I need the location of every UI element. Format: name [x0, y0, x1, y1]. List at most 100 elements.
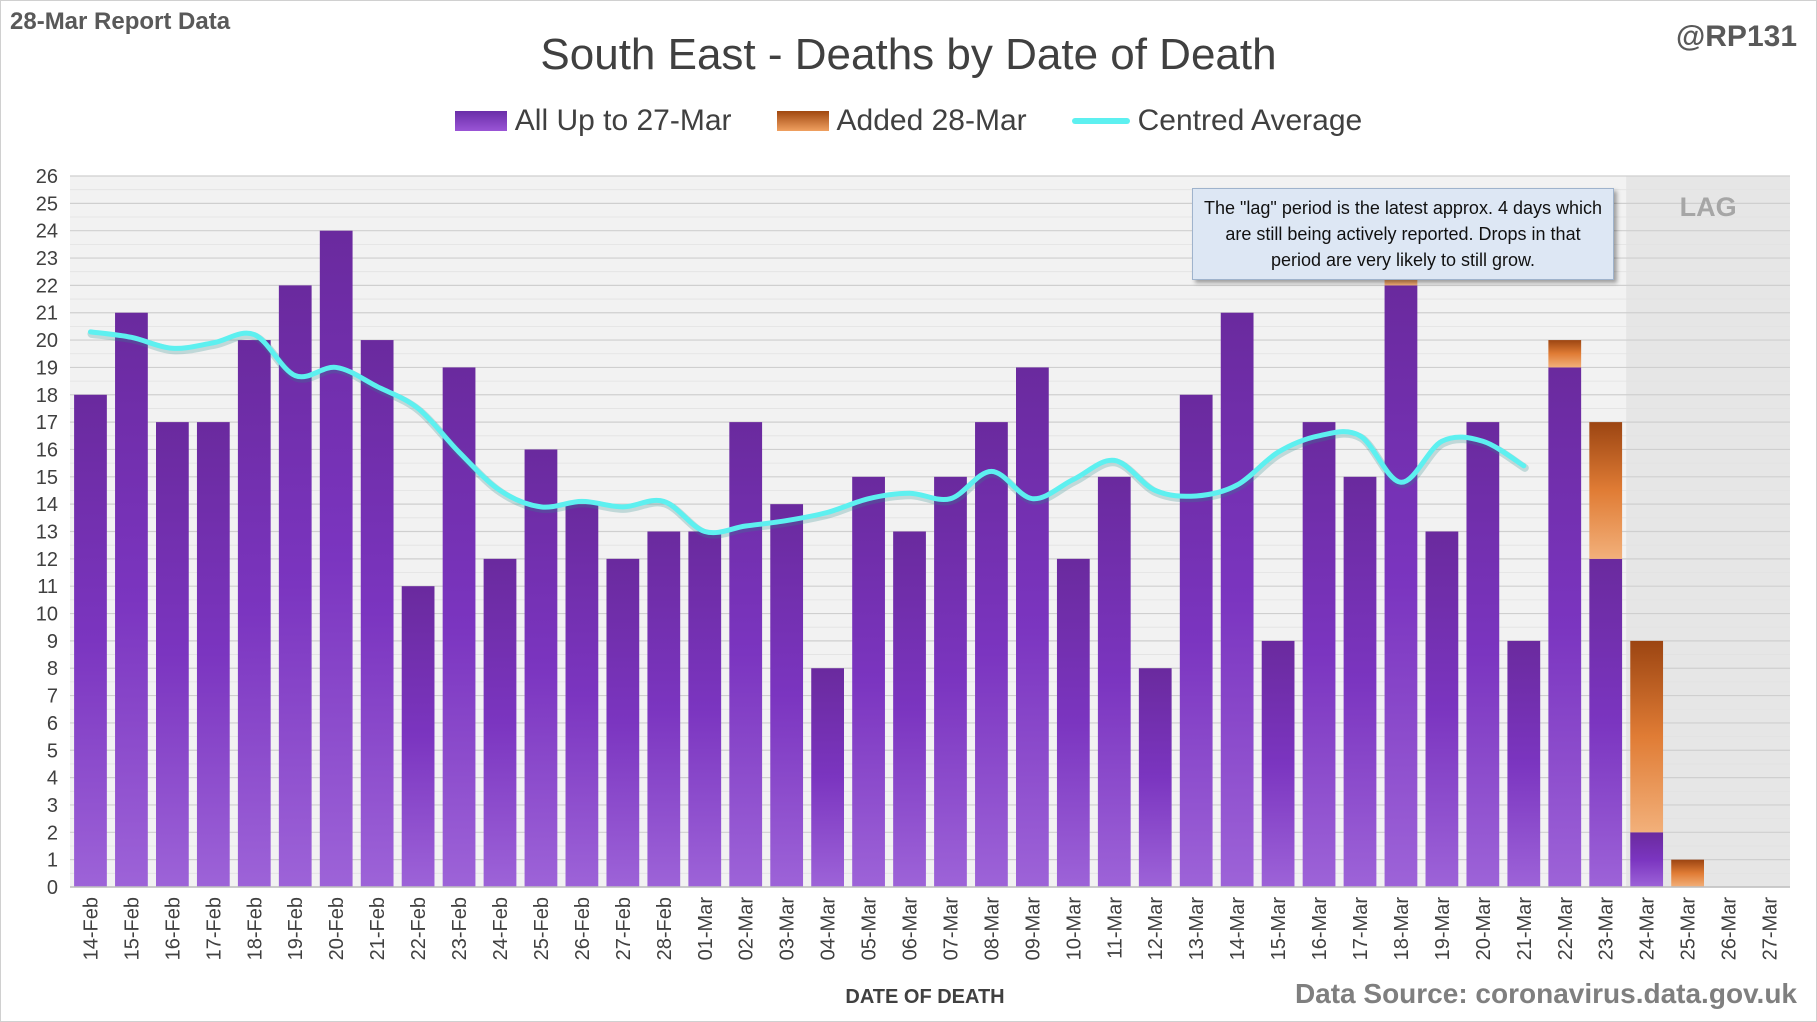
bar-all-up-to-27-mar — [1179, 394, 1213, 887]
x-tick-label: 19-Feb — [285, 897, 307, 960]
bar-all-up-to-27-mar — [237, 340, 271, 888]
x-tick-label: 23-Feb — [449, 897, 471, 960]
bar-all-up-to-27-mar — [811, 668, 844, 887]
y-tick-label: 19 — [36, 357, 58, 379]
bar-all-up-to-27-mar — [688, 531, 722, 887]
y-tick-label: 6 — [47, 713, 58, 735]
bar-all-up-to-27-mar — [156, 422, 189, 887]
x-tick-label: 24-Feb — [490, 897, 512, 960]
y-tick-label: 22 — [36, 275, 58, 297]
x-tick-label: 28-Feb — [654, 897, 676, 960]
x-tick-label: 16-Feb — [162, 897, 184, 960]
bar-all-up-to-27-mar — [1384, 285, 1418, 887]
x-tick-label: 17-Feb — [203, 897, 225, 960]
x-tick-label: 13-Mar — [1186, 897, 1208, 961]
x-tick-label: 04-Mar — [818, 897, 840, 961]
y-tick-label: 24 — [36, 221, 58, 243]
bar-all-up-to-27-mar — [1220, 312, 1254, 887]
bar-all-up-to-27-mar — [401, 586, 435, 887]
x-tick-label: 27-Mar — [1760, 897, 1782, 961]
bar-all-up-to-27-mar — [1507, 640, 1541, 887]
x-tick-label: 01-Mar — [695, 897, 717, 961]
y-tick-label: 5 — [47, 740, 58, 762]
x-tick-label: 05-Mar — [859, 897, 881, 961]
bar-all-up-to-27-mar — [1425, 531, 1459, 887]
x-tick-label: 08-Mar — [981, 897, 1003, 961]
x-tick-label: 18-Feb — [244, 897, 266, 960]
bar-all-up-to-27-mar — [852, 476, 885, 887]
bar-all-up-to-27-mar — [115, 312, 148, 887]
y-tick-label: 21 — [36, 303, 58, 325]
bar-all-up-to-27-mar — [1056, 558, 1090, 887]
bar-all-up-to-27-mar — [196, 422, 230, 887]
legend-swatch-purple — [454, 111, 507, 131]
x-tick-label: 20-Feb — [326, 897, 348, 960]
y-tick-label: 12 — [36, 549, 58, 571]
x-tick-label: 03-Mar — [777, 897, 799, 961]
x-tick-label: 23-Mar — [1596, 897, 1618, 961]
bar-added-28-mar — [1630, 640, 1664, 833]
average-line — [87, 329, 1527, 536]
y-tick-label: 0 — [47, 877, 58, 899]
x-tick-label: 21-Feb — [367, 897, 389, 960]
bar-all-up-to-27-mar — [524, 449, 558, 887]
lag-label: LAG — [1680, 192, 1737, 222]
y-tick-label: 18 — [36, 385, 58, 407]
y-tick-label: 26 — [36, 166, 58, 188]
bar-all-up-to-27-mar — [1589, 558, 1623, 887]
y-tick-label: 9 — [47, 631, 58, 653]
legend-swatch-orange — [776, 111, 829, 131]
x-tick-label: 15-Mar — [1268, 897, 1290, 961]
x-tick-label: 22-Mar — [1555, 897, 1577, 961]
bar-all-up-to-27-mar — [1630, 832, 1664, 887]
lag-note: The "lag" period is the latest approx. 4… — [1192, 188, 1614, 280]
y-tick-label: 8 — [47, 658, 58, 680]
bar-added-28-mar — [1589, 422, 1623, 559]
bar-all-up-to-27-mar — [1343, 476, 1377, 887]
y-tick-label: 13 — [36, 522, 58, 544]
y-tick-label: 11 — [37, 576, 58, 598]
legend-label-added: Added 28-Mar — [836, 104, 1027, 137]
x-tick-label: 21-Mar — [1514, 897, 1536, 961]
y-tick-label: 15 — [36, 467, 58, 489]
x-tick-label: 09-Mar — [1022, 897, 1044, 961]
x-tick-label: 10-Mar — [1063, 897, 1085, 961]
bar-all-up-to-27-mar — [1302, 422, 1336, 887]
x-tick-label: 12-Mar — [1145, 897, 1167, 961]
x-tick-label: 17-Mar — [1350, 897, 1372, 961]
report-date-label: 28-Mar Report Data — [10, 8, 231, 35]
x-tick-label: 02-Mar — [736, 897, 758, 961]
bar-all-up-to-27-mar — [1016, 367, 1049, 887]
bar-all-up-to-27-mar — [74, 394, 107, 887]
x-axis-title: DATE OF DEATH — [845, 986, 1004, 1008]
bar-all-up-to-27-mar — [1097, 476, 1131, 887]
y-tick-label: 3 — [47, 795, 58, 817]
legend-item-added: Added 28-Mar — [776, 104, 1027, 138]
x-tick-label: 24-Mar — [1637, 897, 1659, 961]
author-handle: @RP131 — [1676, 20, 1797, 53]
x-tick-label: 27-Feb — [613, 897, 635, 960]
bar-all-up-to-27-mar — [934, 476, 967, 887]
bar-all-up-to-27-mar — [360, 340, 394, 888]
bar-all-up-to-27-mar — [893, 531, 926, 887]
bar-all-up-to-27-mar — [606, 558, 640, 887]
x-tick-label: 07-Mar — [940, 897, 962, 961]
y-tick-label: 2 — [47, 822, 58, 844]
bar-all-up-to-27-mar — [319, 230, 353, 887]
y-tick-label: 14 — [36, 494, 58, 516]
x-tick-label: 19-Mar — [1432, 897, 1454, 961]
data-source: Data Source: coronavirus.data.gov.uk — [1294, 978, 1797, 1009]
y-tick-label: 23 — [36, 248, 58, 270]
x-tick-label: 16-Mar — [1309, 897, 1331, 961]
y-tick-label: 1 — [47, 850, 58, 872]
bar-all-up-to-27-mar — [729, 422, 763, 887]
legend: All Up to 27-Mar Added 28-Mar Centred Av… — [0, 104, 1817, 138]
chart-title: South East - Deaths by Date of Death — [540, 30, 1277, 79]
bar-all-up-to-27-mar — [1261, 640, 1295, 887]
bar-all-up-to-27-mar — [1138, 668, 1172, 887]
legend-label-average: Centred Average — [1137, 104, 1363, 137]
y-tick-label: 16 — [36, 439, 58, 461]
bar-all-up-to-27-mar — [565, 504, 599, 887]
bar-all-up-to-27-mar — [770, 504, 804, 887]
